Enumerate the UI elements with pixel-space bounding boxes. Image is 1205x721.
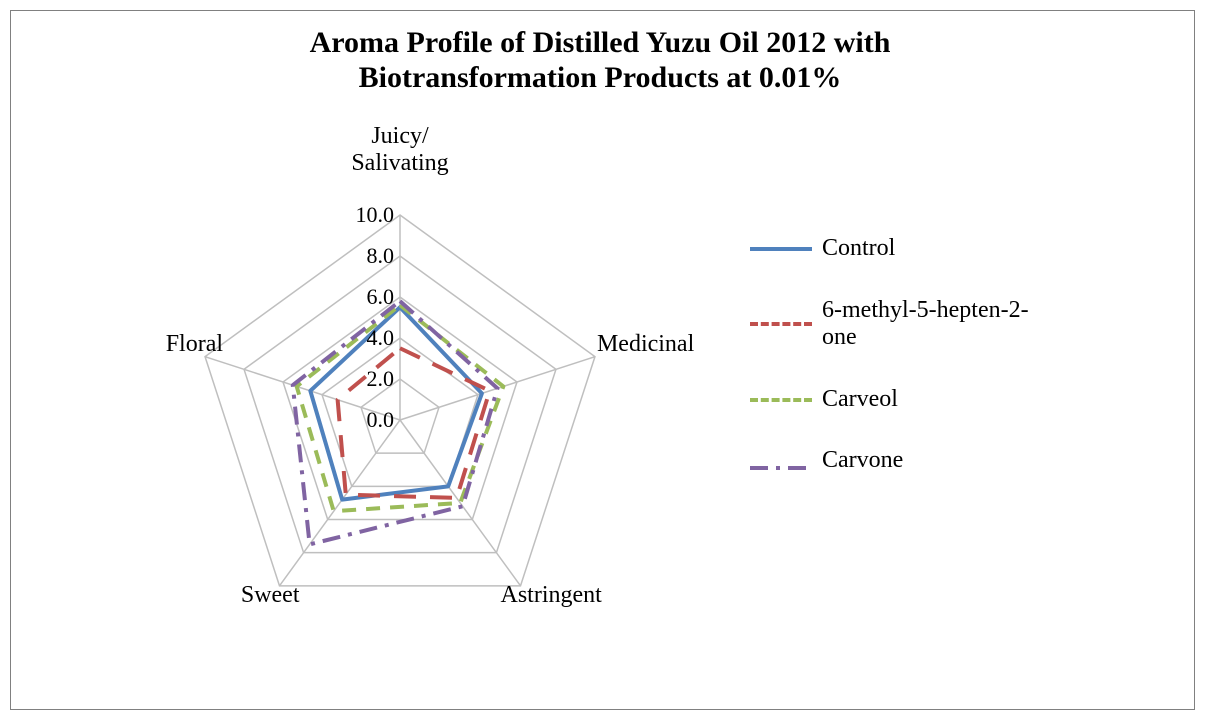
legend-label-1: 6-methyl-5-hepten-2- one: [822, 297, 1029, 352]
tick-label-3: 6.0: [346, 284, 394, 310]
tick-label-0: 0.0: [346, 407, 394, 433]
legend-label-0: Control: [822, 235, 895, 263]
tick-label-1: 2.0: [346, 366, 394, 392]
legend: Control 6-methyl-5-hepten-2- one Carveol Ca…: [750, 235, 1029, 509]
legend-swatch-3: [750, 458, 812, 464]
legend-item-3: Carvone: [750, 447, 1029, 475]
axis-label-sweet: Sweet: [120, 582, 300, 609]
tick-label-4: 8.0: [346, 243, 394, 269]
axis-label-astringent: Astringent: [500, 582, 680, 609]
legend-swatch-0: [750, 247, 812, 251]
legend-label-2: Carveol: [822, 386, 898, 414]
chart-frame: Aroma Profile of Distilled Yuzu Oil 2012…: [0, 0, 1205, 721]
legend-label-3: Carvone: [822, 447, 903, 475]
tick-label-5: 10.0: [346, 202, 394, 228]
tick-label-2: 4.0: [346, 325, 394, 351]
legend-swatch-1: [750, 322, 812, 326]
axis-label-juicy: Juicy/ Salivating: [310, 123, 490, 177]
legend-item-2: Carveol: [750, 386, 1029, 414]
legend-item-1: 6-methyl-5-hepten-2- one: [750, 297, 1029, 352]
legend-item-0: Control: [750, 235, 1029, 263]
legend-swatch-2: [750, 398, 812, 402]
axis-label-floral: Floral: [43, 331, 223, 358]
